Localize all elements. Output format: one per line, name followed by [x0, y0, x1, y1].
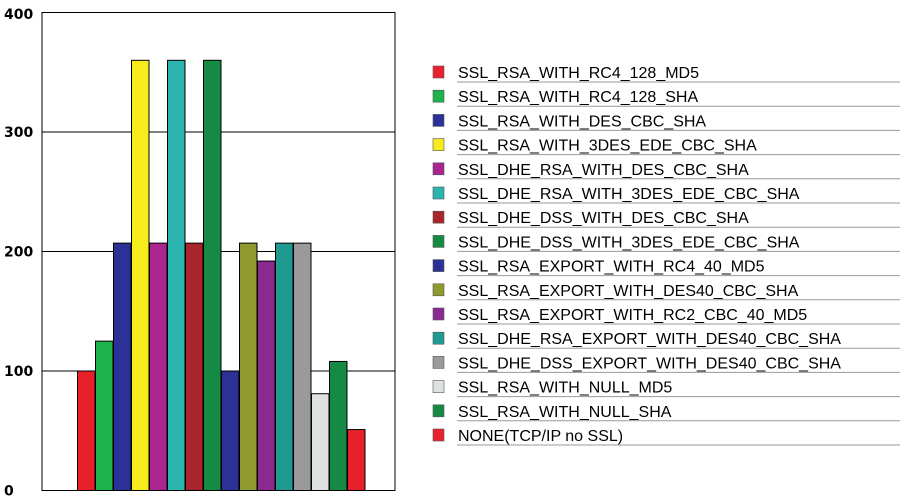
legend-label: SSL_DHE_RSA_WITH_DES_CBC_SHA	[458, 162, 749, 179]
y-tick-label: 0	[4, 484, 14, 498]
legend-swatch	[432, 114, 445, 127]
legend-swatch	[432, 65, 445, 79]
legend-label: SSL_RSA_WITH_RC4_128_MD5	[458, 65, 699, 82]
legend-label: SSL_DHE_RSA_EXPORT_WITH_DES40_CBC_SHA	[458, 331, 841, 348]
legend-swatch	[432, 331, 445, 345]
bar	[311, 393, 330, 491]
legend-swatch	[432, 380, 445, 393]
bar	[149, 242, 168, 491]
legend-swatch	[432, 235, 445, 248]
legend-label: SSL_RSA_WITH_NULL_SHA	[458, 404, 672, 421]
legend-label: SSL_DHE_RSA_WITH_3DES_EDE_CBC_SHA	[458, 186, 800, 203]
legend-label: SSL_DHE_DSS_WITH_DES_CBC_SHA	[458, 210, 749, 227]
bar	[329, 360, 348, 491]
legend-swatch	[432, 428, 445, 442]
legend-swatch	[432, 404, 445, 418]
plot-frame	[41, 12, 396, 491]
bar	[203, 59, 222, 492]
legend-label: SSL_RSA_WITH_RC4_128_SHA	[458, 89, 698, 106]
legend-label: SSL_DHE_DSS_WITH_3DES_EDE_CBC_SHA	[458, 234, 800, 251]
bar	[257, 260, 276, 491]
legend-label: SSL_DHE_DSS_EXPORT_WITH_DES40_CBC_SHA	[458, 355, 841, 372]
bars	[77, 59, 366, 492]
bar	[113, 242, 132, 491]
legend-label: SSL_RSA_EXPORT_WITH_RC2_CBC_40_MD5	[458, 307, 807, 324]
y-tick-label: 400	[4, 7, 33, 23]
bar	[221, 370, 240, 491]
legend-swatch	[432, 283, 445, 297]
legend-label: SSL_RSA_WITH_NULL_MD5	[458, 380, 672, 397]
legend-swatch	[432, 89, 445, 103]
bar	[185, 242, 204, 491]
legend-swatch	[432, 162, 445, 176]
legend-swatch	[432, 259, 445, 272]
y-tick-label: 100	[4, 364, 33, 380]
legend-swatch	[432, 356, 445, 369]
bar	[293, 242, 312, 491]
legend-label: SSL_RSA_WITH_DES_CBC_SHA	[458, 113, 706, 130]
bar	[275, 242, 294, 491]
legend-label: SSL_RSA_WITH_3DES_EDE_CBC_SHA	[458, 138, 757, 155]
legend-swatch	[432, 210, 445, 224]
y-axis-ticks: 0 100 200 300 400	[4, 7, 33, 498]
legend-swatch	[432, 307, 445, 321]
bar	[95, 340, 114, 491]
legend-label: SSL_RSA_EXPORT_WITH_RC4_40_MD5	[458, 259, 765, 276]
bar	[77, 370, 96, 491]
bar	[131, 59, 150, 492]
bar	[239, 242, 258, 491]
legend: SSL_RSA_WITH_RC4_128_MD5 SSL_RSA_WITH_RC4…	[432, 65, 900, 446]
bar	[347, 429, 366, 491]
legend-label: NONE(TCP/IP no SSL)	[458, 428, 623, 445]
legend-swatch	[432, 186, 445, 200]
legend-label: SSL_RSA_EXPORT_WITH_DES40_CBC_SHA	[458, 283, 799, 300]
y-tick-label: 200	[4, 245, 33, 261]
legend-swatch	[432, 138, 445, 151]
y-tick-label: 300	[4, 125, 33, 141]
bar	[167, 59, 186, 492]
